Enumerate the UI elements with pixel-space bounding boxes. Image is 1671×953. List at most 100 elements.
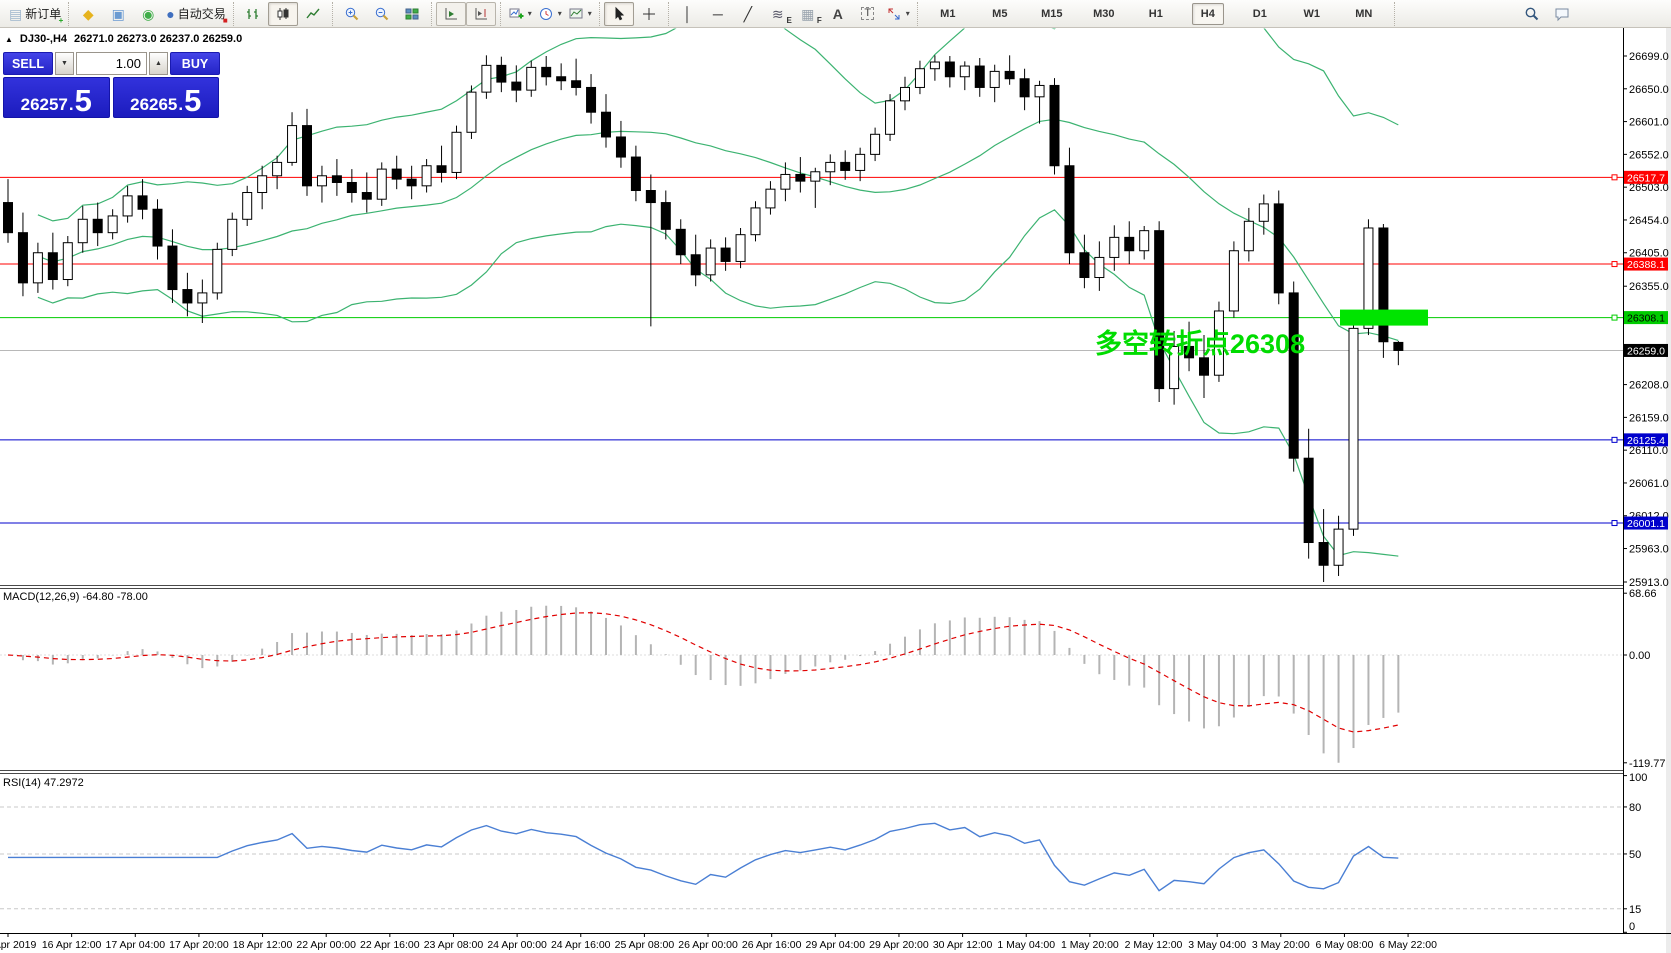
volume-increase-button[interactable]: ▲: [149, 52, 168, 75]
bar-chart-button[interactable]: [238, 2, 268, 26]
buy-price-display[interactable]: 26265. 5: [112, 77, 219, 118]
candle: [242, 192, 253, 220]
search-button[interactable]: [1517, 2, 1547, 26]
trendline-icon: ╱: [743, 5, 752, 22]
time-axis-label: 6 May 22:00: [1379, 939, 1437, 951]
chat-button[interactable]: [1547, 2, 1577, 26]
new-chart-button[interactable]: ▾: [505, 2, 535, 26]
volume-decrease-button[interactable]: ▼: [55, 52, 74, 75]
price-axis-label: 26110.0: [1629, 445, 1668, 457]
arrows-button[interactable]: ▾: [883, 2, 913, 26]
rsi-axis-label: 80: [1629, 802, 1641, 814]
level-handle[interactable]: [1611, 314, 1618, 321]
market-watch-icon[interactable]: ▣: [103, 2, 133, 26]
timeframe-mn-button[interactable]: MN: [1355, 7, 1373, 20]
fibonacci-button[interactable]: ▦ F: [793, 2, 823, 26]
chevron-down-icon[interactable]: ▾: [557, 8, 562, 18]
chevron-down-icon[interactable]: ▾: [587, 8, 592, 18]
candle: [601, 111, 611, 138]
level-handle[interactable]: [1611, 174, 1618, 181]
candle: [257, 175, 268, 194]
candle: [1034, 84, 1045, 98]
buy-button[interactable]: BUY: [170, 52, 220, 75]
timeframe-m15-button[interactable]: M15: [1041, 7, 1063, 20]
candle: [451, 131, 462, 173]
crosshair-button[interactable]: [634, 2, 664, 26]
timeframe-m5-button[interactable]: M5: [992, 7, 1008, 20]
timeframe-h1-button[interactable]: H1: [1148, 7, 1163, 20]
candlestick-chart-button[interactable]: [267, 1, 298, 26]
candle: [1169, 345, 1180, 390]
sell-price-display[interactable]: 26257. 5: [3, 77, 110, 118]
auto-scroll-button[interactable]: [435, 1, 466, 26]
candle: [989, 70, 1000, 88]
level-handle[interactable]: [1611, 436, 1618, 443]
candle: [1109, 236, 1120, 258]
autotrading-button[interactable]: ● ■ 自动交易: [163, 2, 228, 26]
time-axis-label: 18 Apr 12:00: [233, 939, 293, 951]
level-price-box[interactable]: [1624, 433, 1668, 447]
text-label-button[interactable]: T: [853, 2, 883, 26]
candle: [92, 218, 103, 234]
timeframe-h4-button[interactable]: H4: [1191, 2, 1224, 25]
candle: [586, 86, 597, 113]
line-chart-button[interactable]: [298, 2, 328, 26]
templates-button[interactable]: ▾: [565, 2, 595, 26]
candle: [1079, 252, 1090, 279]
text-button[interactable]: A: [823, 2, 853, 26]
turning-point-highlight[interactable]: [1340, 309, 1428, 326]
level-price-box[interactable]: [1624, 257, 1668, 271]
price-axis-label: 26355.0: [1629, 281, 1669, 293]
volume-input[interactable]: [76, 52, 147, 75]
level-price-box-text: 26001.1: [1627, 518, 1665, 530]
timeframe-d1-button[interactable]: D1: [1252, 7, 1267, 20]
tile-windows-button[interactable]: [397, 2, 427, 26]
timeframe-w1-button[interactable]: W1: [1303, 7, 1321, 20]
chevron-down-icon[interactable]: ▾: [905, 8, 910, 18]
time-scale[interactable]: [0, 934, 1671, 953]
zoom-out-button[interactable]: [367, 2, 397, 26]
candle: [406, 178, 417, 187]
candle: [660, 202, 671, 230]
periods-button[interactable]: ▾: [535, 2, 565, 26]
level-price-box[interactable]: [1624, 311, 1668, 325]
time-axis-label: 1 May 20:00: [1061, 939, 1119, 951]
candle: [1049, 84, 1060, 167]
chart-shift-button[interactable]: [465, 1, 496, 26]
cursor-button[interactable]: [603, 1, 634, 26]
profiles-icon-icon: ◆: [82, 5, 94, 22]
candle: [840, 161, 851, 171]
zoom-in-button[interactable]: [337, 2, 367, 26]
price-scale[interactable]: [1623, 28, 1671, 933]
equidistant-channel-button[interactable]: ≋ E: [763, 2, 793, 26]
toolbar-group: [598, 1, 668, 26]
periods-icon: [539, 7, 552, 20]
time-axis-label: 3 May 04:00: [1188, 939, 1246, 951]
level-handle[interactable]: [1611, 520, 1618, 527]
chevron-down-icon[interactable]: ▾: [527, 8, 532, 18]
new-order-button[interactable]: ▤ + 新订单: [6, 2, 64, 26]
level-price-box[interactable]: [1624, 516, 1668, 530]
one-click-trading-panel: SELL ▼ ▲ BUY 26257.5 26265.5: [3, 52, 220, 118]
horizontal-line-button[interactable]: ─: [703, 2, 733, 26]
arrows-icon: [888, 8, 900, 19]
current-price-box[interactable]: [1624, 343, 1668, 357]
profiles-icon[interactable]: ◆: [73, 2, 103, 26]
candle: [3, 202, 13, 234]
price-axis-label: 26699.0: [1629, 51, 1669, 63]
chart-annotation-text[interactable]: 多空转折点26308: [1095, 328, 1305, 359]
level-handle[interactable]: [1611, 261, 1618, 268]
candle: [376, 168, 387, 200]
sell-button[interactable]: SELL: [3, 52, 53, 75]
collapse-icon[interactable]: ▲: [5, 35, 13, 44]
timeframe-m30-button[interactable]: M30: [1093, 7, 1115, 20]
badge-icon: E: [786, 15, 792, 25]
trendline-button[interactable]: ╱: [733, 2, 763, 26]
candle: [421, 165, 432, 187]
level-price-box[interactable]: [1624, 170, 1668, 184]
timeframe-m1-button[interactable]: M1: [940, 7, 956, 20]
signals-icon[interactable]: ◉: [133, 2, 163, 26]
signals-icon-icon: ◉: [142, 5, 155, 22]
vertical-line-button[interactable]: │: [673, 2, 703, 26]
